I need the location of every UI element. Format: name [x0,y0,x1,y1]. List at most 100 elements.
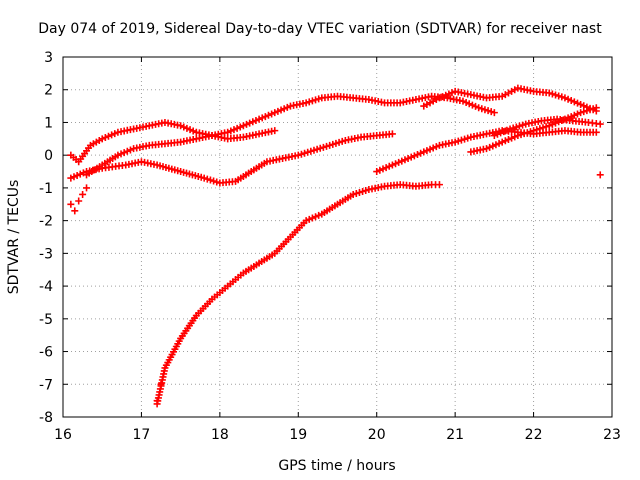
data-point [271,109,279,117]
data-point [362,187,370,195]
data-point [435,94,443,102]
data-point [157,380,165,388]
data-point [457,136,465,144]
data-point [570,98,578,106]
y-ticks: -8 -7 -6 -5 -4 -3 -2 -1 0 1 2 3 [39,50,612,426]
data-point [596,171,604,179]
data-point [503,126,511,134]
data-point [410,152,418,160]
data-point [297,150,305,158]
data-point [478,105,486,113]
data-point [120,149,128,157]
data-point [392,160,400,168]
data-point [577,100,585,108]
y-tick-label: -5 [39,312,53,328]
data-point [407,153,415,161]
data-point [514,132,522,140]
data-point [451,138,459,146]
y-axis-label: SDTVAR / TECUs [6,180,22,295]
data-point [67,200,75,208]
data-point [332,139,340,147]
y-tick-label: -1 [39,181,53,197]
data-point [71,207,79,215]
y-tick-label: 0 [44,148,53,164]
data-point [475,104,483,112]
data-point [101,134,109,142]
data-point [308,97,316,105]
y-tick-label: 1 [44,115,53,131]
data-point [570,111,578,119]
data-point [413,151,421,159]
data-point [511,133,519,141]
x-tick-label: 20 [368,427,386,443]
data-point [577,109,585,117]
data-point [349,190,357,198]
series-track-8 [490,115,604,140]
data-point [258,114,266,122]
data-point [484,107,492,115]
data-point [501,137,509,145]
y-tick-label: -4 [39,279,53,295]
data-point [515,122,523,130]
data-point [79,190,87,198]
data-point [492,141,500,149]
data-point [464,134,472,142]
data-point [580,108,588,116]
data-point [592,128,600,136]
data-point [504,135,512,143]
data-point [261,113,269,121]
data-point [252,116,260,124]
data-point [465,100,473,108]
data-point [545,89,553,97]
data-point [70,173,78,181]
data-point [301,149,309,157]
data-point [542,123,550,131]
data-point [483,145,491,153]
data-point [508,134,516,142]
data-point [536,125,544,133]
data-point [454,137,462,145]
data-point [520,130,528,138]
data-point [186,126,194,134]
data-point [509,124,517,132]
data-point [526,128,534,136]
data-point [388,161,396,169]
data-point [294,151,302,159]
y-tick-label: 2 [44,83,53,99]
data-point [432,143,440,151]
data-point [114,151,122,159]
data-point [319,143,327,151]
data-point [108,131,116,139]
data-points [67,84,604,408]
data-point [401,156,409,164]
x-tick-label: 23 [603,427,621,443]
data-point [512,123,520,131]
data-point [268,110,276,118]
data-point [468,101,476,109]
data-point [203,175,211,183]
data-point [355,188,363,196]
data-point [352,189,360,197]
data-point [435,181,443,189]
x-tick-label: 22 [525,427,543,443]
data-point [558,93,566,101]
series-track-6 [420,84,600,115]
data-point [481,106,489,114]
y-tick-label: -8 [39,410,53,426]
y-tick-label: -2 [39,214,53,230]
data-point [517,131,525,139]
x-tick-label: 17 [133,427,151,443]
y-tick-label: -6 [39,345,53,361]
data-point [497,129,505,137]
data-point [490,132,498,140]
data-point [580,102,588,110]
data-point [310,146,318,154]
data-point [500,128,508,136]
data-point [230,126,238,134]
data-point [462,98,470,106]
data-point [445,90,453,98]
data-point [567,113,575,121]
data-point [313,145,321,153]
data-point [224,128,232,136]
data-point [153,397,161,405]
